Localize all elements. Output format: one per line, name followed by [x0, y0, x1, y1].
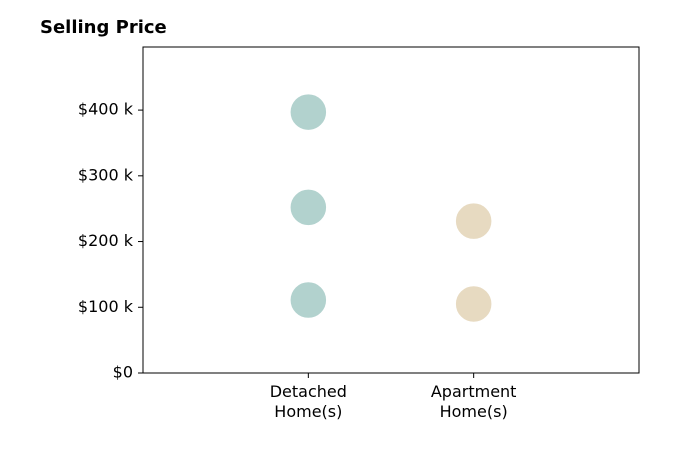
y-tick-label: $100 k: [78, 297, 134, 316]
point: [455, 203, 492, 239]
point: [290, 189, 327, 226]
y-tick-label: $0: [113, 363, 133, 382]
x-tick-label: Detached Home(s): [269, 382, 347, 421]
point: [290, 94, 327, 130]
y-tick-label: $400 k: [78, 100, 134, 119]
plot-frame: [142, 46, 640, 374]
y-tick-label: $300 k: [78, 165, 134, 184]
x-tick-label: Apartment Home(s): [430, 382, 517, 421]
chart-title: Selling Price: [40, 17, 167, 38]
y-tick-label: $200 k: [78, 231, 134, 250]
point: [455, 286, 492, 322]
point: [290, 282, 327, 318]
